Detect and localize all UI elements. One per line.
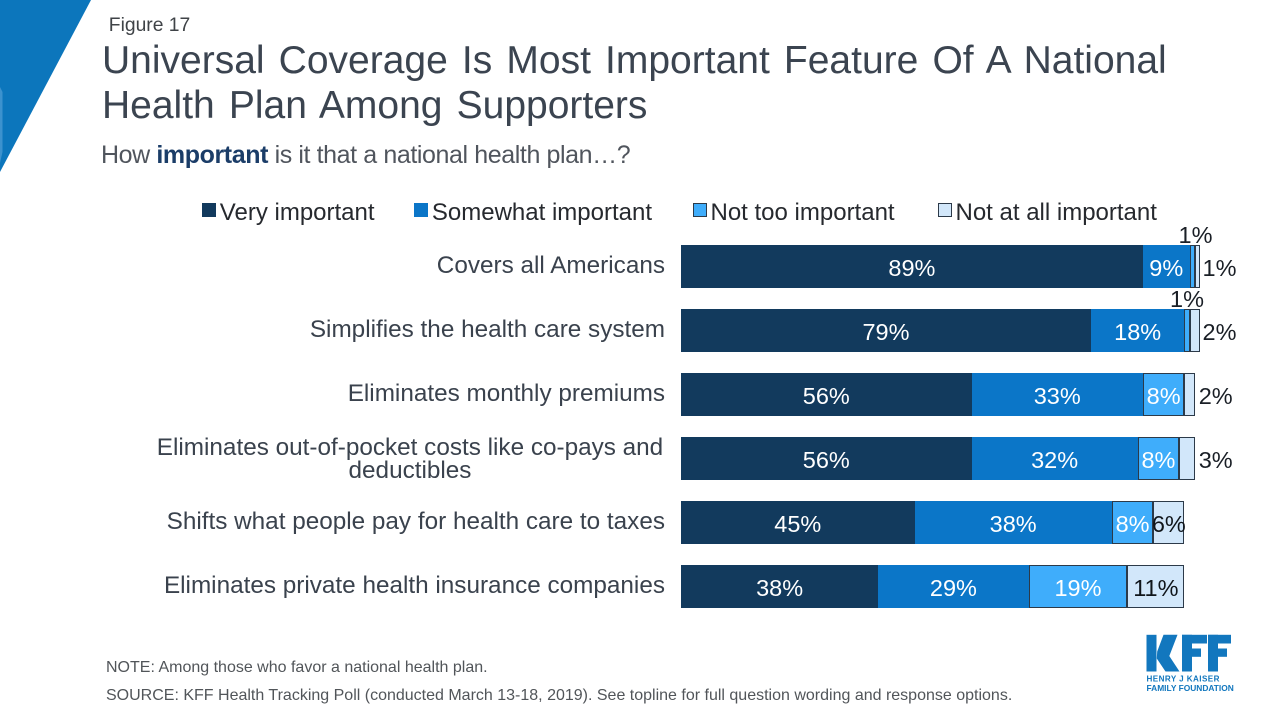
svg-text:HENRY J KAISER: HENRY J KAISER <box>1147 675 1220 684</box>
svg-text:FAMILY FOUNDATION: FAMILY FOUNDATION <box>1147 683 1234 693</box>
